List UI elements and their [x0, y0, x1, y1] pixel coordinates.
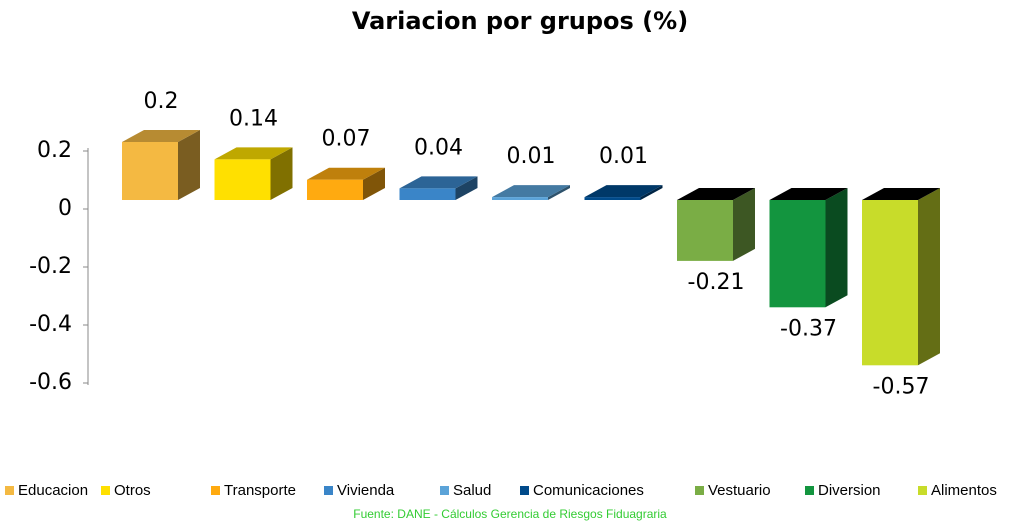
- bar-top: [122, 130, 200, 142]
- bar: [122, 142, 178, 200]
- bar-side: [178, 130, 200, 200]
- y-tick-label: -0.6: [29, 370, 72, 395]
- bar-top: [769, 188, 848, 200]
- bar: [399, 188, 456, 200]
- bar-side: [918, 188, 940, 366]
- data-label: 0.01: [599, 144, 648, 169]
- bar-top: [214, 147, 293, 160]
- data-label: -0.37: [780, 316, 837, 341]
- legend-label: Otros: [114, 482, 151, 499]
- bar: [307, 179, 363, 200]
- legend-swatch: [5, 486, 14, 495]
- bar-side: [270, 147, 293, 200]
- bar: [769, 200, 826, 308]
- legend-swatch: [324, 486, 333, 495]
- data-label: 0.14: [229, 106, 278, 131]
- legend-swatch: [520, 486, 529, 495]
- bar: [214, 159, 271, 200]
- legend-swatch: [918, 486, 927, 495]
- bar-top: [492, 185, 570, 198]
- bar-top: [307, 167, 385, 180]
- legend-label: Alimentos: [931, 482, 997, 499]
- bar-side: [640, 185, 663, 200]
- y-tick-label: 0: [58, 196, 72, 221]
- bar: [492, 197, 548, 200]
- legend-swatch: [211, 486, 220, 495]
- data-label: 0.01: [507, 144, 556, 169]
- bar-side: [455, 176, 478, 200]
- chart-title: Variacion por grupos (%): [352, 7, 688, 35]
- y-tick-label: -0.2: [29, 254, 72, 279]
- bar: [584, 197, 641, 200]
- legend-label: Diversion: [818, 482, 881, 499]
- bar-side: [733, 188, 755, 261]
- source-note: Fuente: DANE - Cálculos Gerencia de Ries…: [353, 507, 667, 521]
- legend-label: Vivienda: [337, 482, 395, 499]
- data-label: 0.2: [144, 89, 179, 114]
- y-tick-label: 0.2: [37, 138, 72, 163]
- bar-top: [862, 188, 940, 200]
- legend-label: Educacion: [18, 482, 88, 499]
- legend-label: Comunicaciones: [533, 482, 644, 499]
- bar-side: [825, 188, 848, 308]
- bar-side: [548, 185, 570, 200]
- legend-label: Transporte: [224, 482, 296, 499]
- legend-swatch: [695, 486, 704, 495]
- bar-top: [677, 188, 755, 200]
- bar: [862, 200, 918, 366]
- legend-label: Salud: [453, 482, 491, 499]
- data-label: 0.04: [414, 135, 463, 160]
- legend-swatch: [805, 486, 814, 495]
- y-tick-label: -0.4: [29, 312, 72, 337]
- legend-label: Vestuario: [708, 482, 771, 499]
- legend-swatch: [440, 486, 449, 495]
- bar: [677, 200, 733, 261]
- data-label: 0.07: [322, 127, 371, 152]
- data-label: -0.21: [688, 270, 745, 295]
- data-label: -0.57: [873, 374, 930, 399]
- bar-top: [399, 176, 478, 189]
- bar-top: [584, 185, 663, 198]
- legend-swatch: [101, 486, 110, 495]
- bar-side: [363, 167, 385, 200]
